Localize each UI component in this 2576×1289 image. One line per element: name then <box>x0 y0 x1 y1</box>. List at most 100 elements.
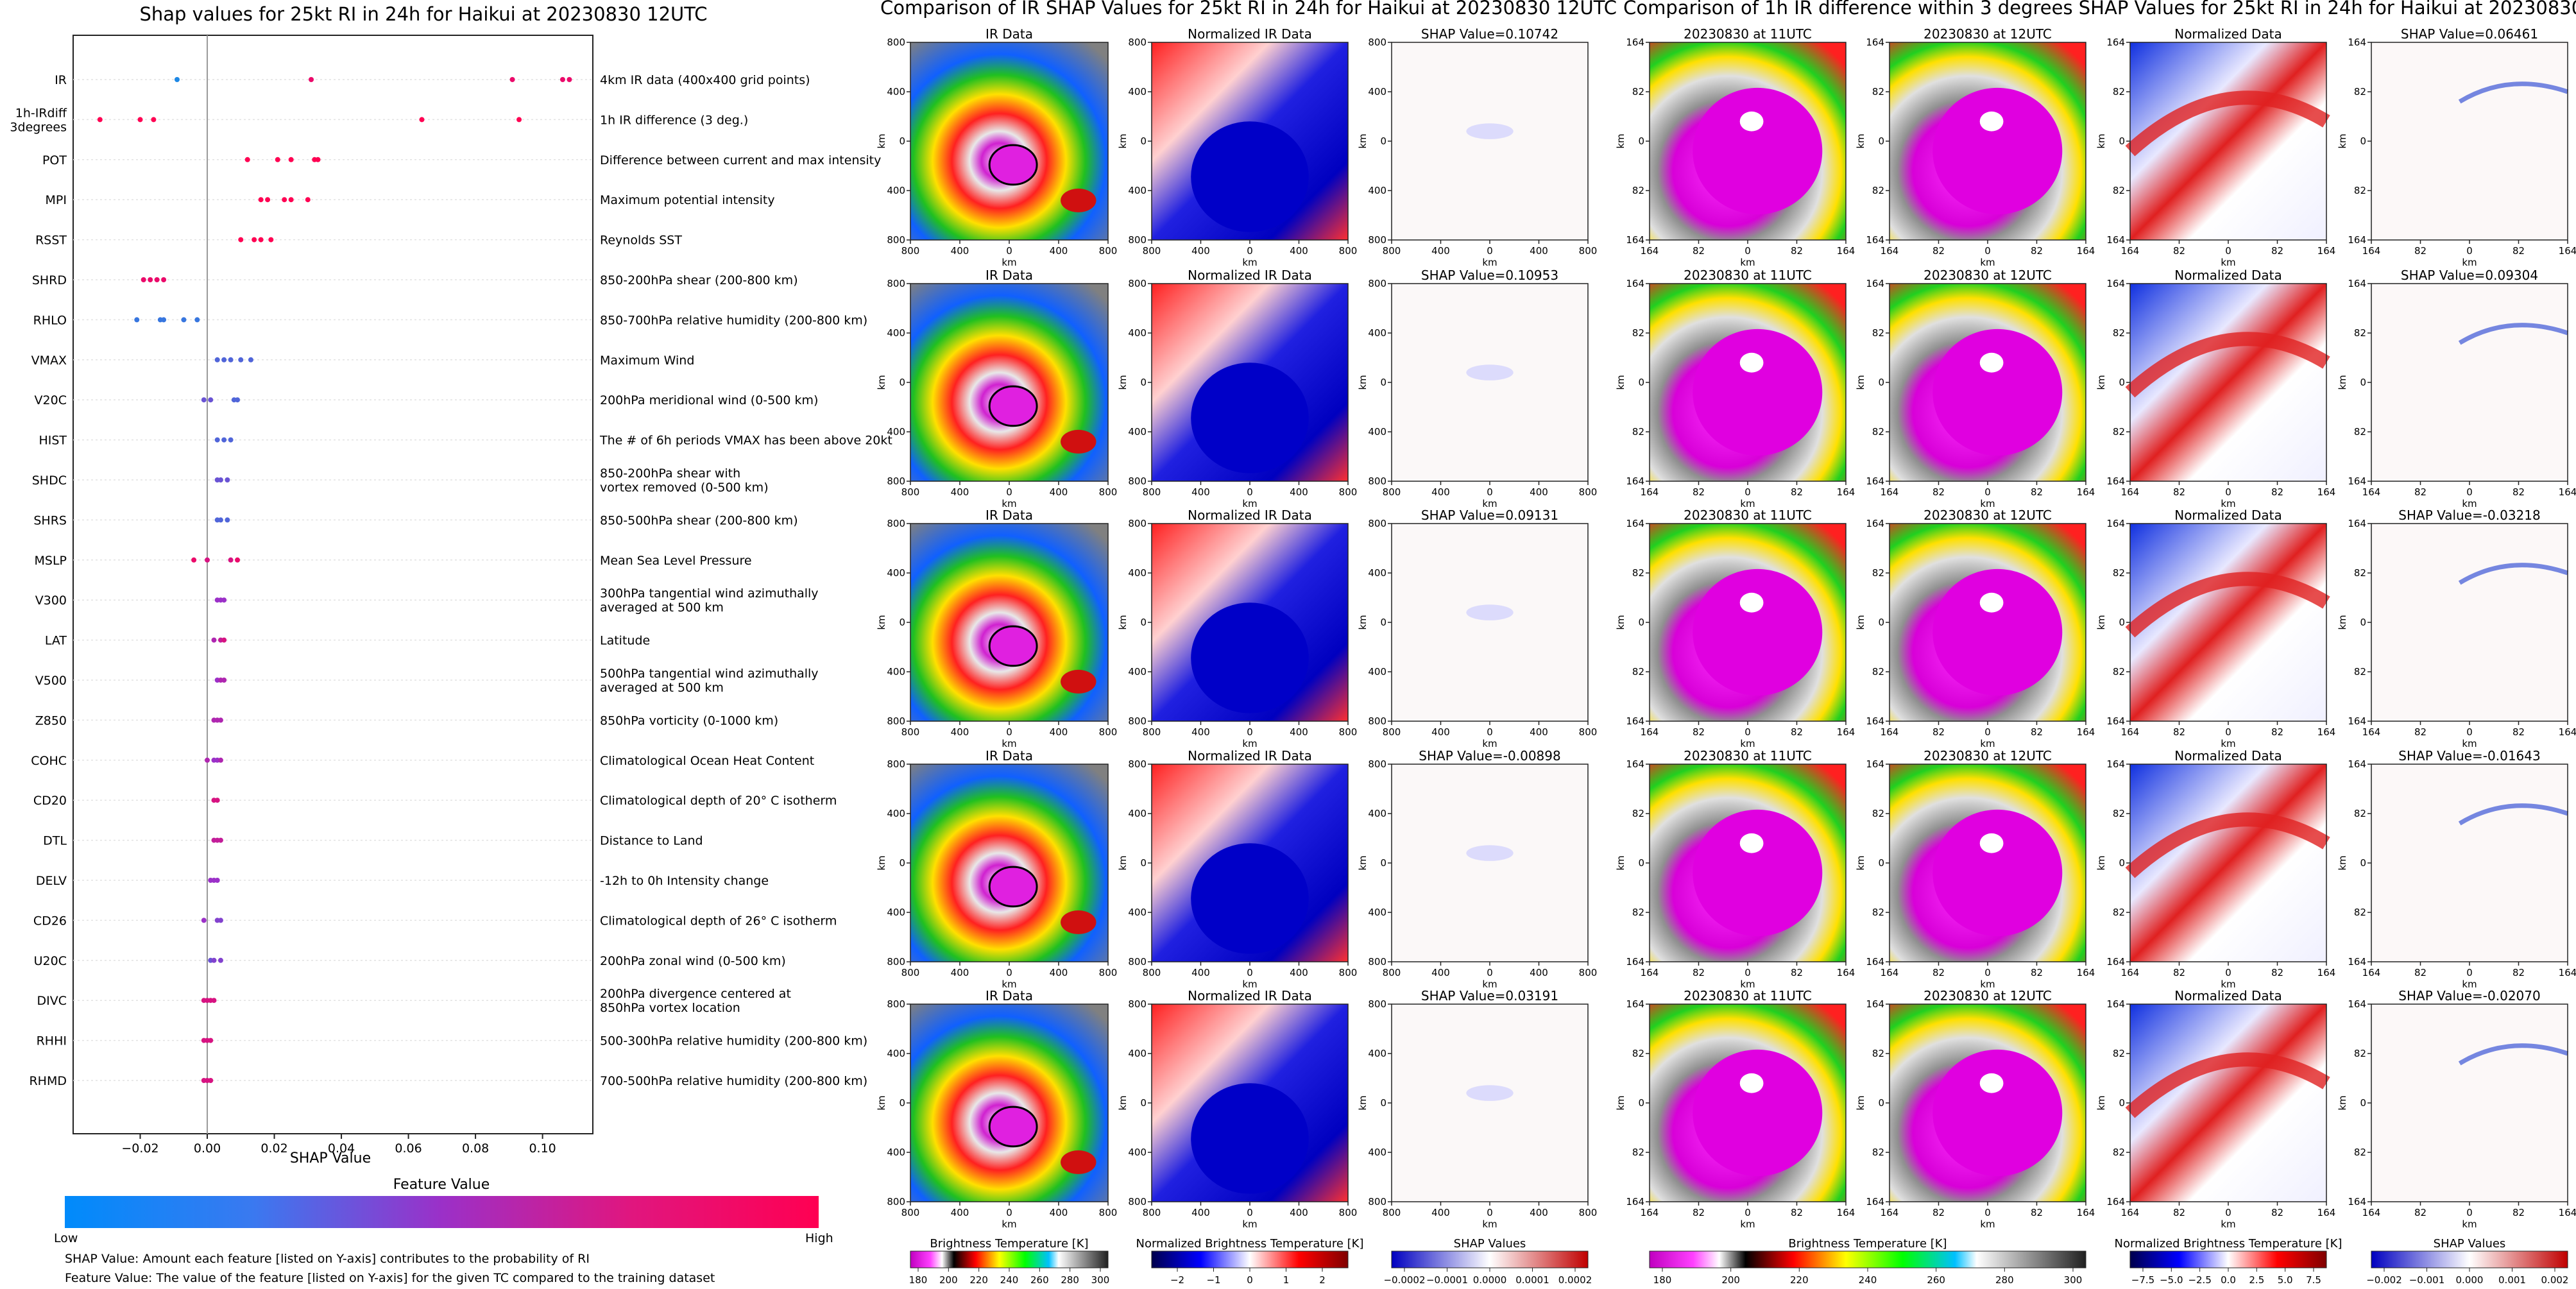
feature-value-colorbar <box>65 1196 819 1228</box>
y-tick-label: 82 <box>2113 1048 2125 1059</box>
shap-point <box>559 77 565 82</box>
x-tick-label: 164 <box>2559 726 2576 738</box>
x-tick-label: 400 <box>1431 1207 1450 1218</box>
shap-point <box>509 77 515 82</box>
shap-value-title: SHAP Value=0.10742 <box>1421 26 1558 42</box>
x-tick-label: 82 <box>2512 1207 2525 1218</box>
x-tick-label: 0 <box>1984 486 1991 498</box>
x-tick-label: 800 <box>1099 245 1118 257</box>
shap-value-title: SHAP Value=-0.00898 <box>1419 748 1560 764</box>
y-tick-label: 0 <box>1878 135 1884 147</box>
x-tick-label: 164 <box>2317 486 2336 498</box>
x-axis-label: km <box>1482 257 1497 268</box>
colorbar-tick-label: 0.0000 <box>1473 1274 1507 1286</box>
y-axis-label: km <box>876 375 887 389</box>
x-tick-label: 164 <box>1837 726 1855 738</box>
normalized-diff-image <box>2130 1004 2326 1202</box>
x-tick-label: 0 <box>2466 1207 2473 1218</box>
x-tick-label: 800 <box>1579 245 1598 257</box>
y-axis-label: km <box>1357 615 1369 629</box>
eye-region <box>1739 592 1764 613</box>
y-axis-label: km <box>876 855 887 870</box>
x-tick-label: 164 <box>2121 486 2140 498</box>
x-tick-label: 400 <box>951 1207 969 1218</box>
x-tick-label: 82 <box>1693 967 1705 978</box>
colorbar <box>1649 1251 2086 1268</box>
x-axis-label: km <box>1242 738 1257 749</box>
y-tick-label: 164 <box>1866 998 1884 1010</box>
y-tick-label: 164 <box>1866 37 1884 48</box>
y-tick-label: 82 <box>2354 185 2366 196</box>
y-tick-label: 0 <box>1140 135 1147 147</box>
y-tick-label: 82 <box>1872 567 1884 579</box>
shap-point <box>154 277 160 282</box>
feature-description: 850hPa vorticity (0-1000 km) <box>600 713 778 728</box>
y-tick-label: 82 <box>2113 567 2125 579</box>
x-tick-label: 82 <box>1932 486 1945 498</box>
x-tick-label: 800 <box>1383 1207 1401 1218</box>
y-tick-label: 164 <box>1626 37 1644 48</box>
x-tick-label: 164 <box>2121 726 2140 738</box>
colorbar-tick-label: −2 <box>1170 1274 1184 1286</box>
warm-arc-band <box>2125 332 2330 398</box>
y-tick-label: 800 <box>1368 278 1386 289</box>
panel-subtitle: 20230830 at 12UTC <box>1923 268 2052 283</box>
feature-label: MSLP <box>35 554 67 568</box>
x-tick-label: 0 <box>1006 967 1012 978</box>
x-tick-label: 82 <box>2512 967 2525 978</box>
shap-point <box>161 317 167 323</box>
shap-point <box>258 197 264 203</box>
y-tick-label: 82 <box>1872 666 1884 678</box>
y-tick-label: 800 <box>887 37 905 48</box>
shap-arc-band <box>2458 1043 2569 1066</box>
y-tick-label: 82 <box>2354 808 2366 819</box>
y-tick-label: 800 <box>1128 518 1147 529</box>
ir-colorbars: Brightness Temperature [K] 180 200 220 240 26… <box>909 1237 1592 1286</box>
colorbar-tick-label: 220 <box>969 1274 988 1286</box>
x-tick-label: 400 <box>1191 486 1210 498</box>
x-axis-label: km <box>1002 1218 1016 1230</box>
y-tick-label: 800 <box>1368 1196 1386 1208</box>
diff-shap-heatmap <box>2371 1004 2568 1202</box>
x-tick-label: 800 <box>901 967 920 978</box>
x-tick-label: 164 <box>2559 967 2576 978</box>
y-tick-label: 82 <box>2113 666 2125 678</box>
x-tick-label: 164 <box>1837 1207 1855 1218</box>
y-tick-label: 82 <box>2113 1147 2125 1158</box>
y-tick-label: 164 <box>1866 1196 1884 1208</box>
y-tick-label: 400 <box>1368 426 1386 438</box>
x-tick-label: 400 <box>1431 726 1450 738</box>
shap-point <box>201 397 207 403</box>
x-tick-label: 400 <box>1290 726 1308 738</box>
y-tick-label: 82 <box>2354 567 2366 579</box>
eye-convection-blob <box>988 866 1038 908</box>
panel-subtitle: 20230830 at 11UTC <box>1684 508 1812 523</box>
panel-subtitle: 20230830 at 11UTC <box>1684 26 1812 42</box>
x-axis-label: km <box>2462 257 2477 268</box>
y-tick-label: 0 <box>1380 617 1386 628</box>
cloud-top-region <box>1932 87 2063 214</box>
y-tick-label: 0 <box>1140 857 1147 869</box>
shap-feature-band <box>1466 1085 1514 1101</box>
y-tick-label: 0 <box>2360 377 2366 388</box>
shap-value-title: SHAP Value=0.06461 <box>2401 26 2538 42</box>
y-tick-label: 400 <box>887 907 905 918</box>
y-tick-label: 0 <box>1878 857 1884 869</box>
feature-label: COHC <box>31 754 67 768</box>
y-tick-label: 82 <box>2354 327 2366 339</box>
x-tick-label: 82 <box>1932 245 1945 257</box>
shap-point <box>305 197 311 203</box>
panel-subtitle: IR Data <box>985 748 1033 764</box>
y-tick-label: 82 <box>1872 185 1884 196</box>
x-tick-label: 82 <box>2031 967 2043 978</box>
colorbar-tick-label: 0 <box>1247 1274 1253 1286</box>
warm-arc-band <box>2125 1052 2330 1118</box>
x-tick-label: 82 <box>2173 486 2185 498</box>
y-axis-label: km <box>1855 615 1866 629</box>
x-axis-label: km <box>1242 498 1257 509</box>
cloud-top-region <box>1693 568 1823 696</box>
normalized-diff-image <box>2130 764 2326 962</box>
colorbar-tick-label: −0.002 <box>2366 1274 2402 1286</box>
y-tick-label: 82 <box>1872 86 1884 98</box>
